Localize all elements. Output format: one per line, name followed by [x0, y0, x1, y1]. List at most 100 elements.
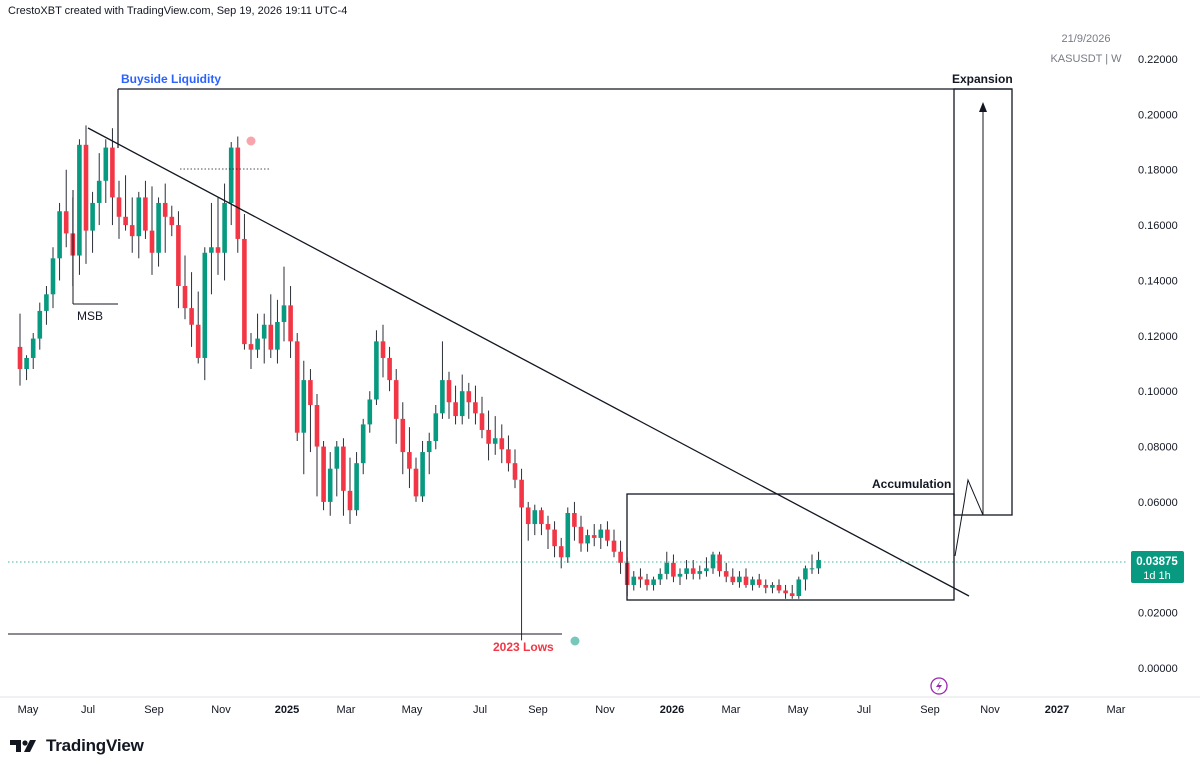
candle-body [222, 202, 227, 253]
lows-label[interactable]: 2023 Lows [493, 640, 554, 654]
candle [697, 565, 703, 580]
candle-body [605, 529, 610, 541]
candle-body [261, 324, 267, 339]
candle [63, 169, 69, 248]
buyside-liquidity-label[interactable]: Buyside Liquidity [121, 72, 221, 86]
candle [453, 385, 458, 425]
candle [103, 139, 109, 203]
candle [525, 501, 531, 541]
price-tick-label: 0.22000 [1138, 54, 1178, 66]
candle-body [235, 147, 241, 239]
tradingview-brand[interactable]: TradingView [10, 736, 144, 756]
price-tick-label: 0.14000 [1138, 275, 1178, 287]
candle-body [730, 576, 736, 583]
candle-body [499, 438, 505, 450]
tradingview-logo-icon [10, 740, 36, 752]
candle-body [308, 380, 313, 406]
candle-body [440, 380, 445, 414]
descending-trendline[interactable] [87, 127, 970, 597]
accumulation-label[interactable]: Accumulation [872, 477, 951, 491]
candle [677, 568, 683, 585]
candle-body [512, 463, 518, 480]
candle [341, 438, 346, 516]
candle [578, 515, 584, 552]
candle [803, 565, 808, 591]
candle-body [651, 579, 656, 585]
price-tick-label: 0.12000 [1138, 331, 1178, 343]
candle-body [525, 507, 531, 525]
candle-body [374, 341, 379, 400]
candle-body [63, 211, 69, 234]
candle-body [552, 529, 557, 547]
msb-label[interactable]: MSB [77, 309, 103, 323]
candle [519, 468, 524, 641]
candle-body [301, 380, 307, 433]
candle-body [413, 468, 419, 497]
projection-arrowhead [979, 102, 987, 112]
candle [294, 333, 300, 442]
candle [57, 202, 62, 281]
candle [110, 128, 115, 226]
price-axis[interactable]: 21/9/2026 KASUSDT | W 0.22000 0.20000 0.18… [1050, 33, 1184, 675]
time-tick-label: 2026 [660, 704, 684, 716]
candle-body [756, 579, 762, 585]
time-tick-label: Mar [337, 704, 356, 716]
candle [413, 457, 419, 502]
candle [176, 211, 181, 309]
brand-name: TradingView [46, 736, 144, 755]
candle-body [710, 554, 716, 569]
chart-canvas[interactable]: Buyside Liquidity MSB 2023 Lows Accumula… [0, 0, 1200, 730]
candle-body [578, 526, 584, 544]
candle [288, 285, 293, 358]
candle-body [717, 554, 722, 572]
candle-body [123, 216, 128, 226]
candle [44, 285, 49, 325]
candle [162, 183, 168, 253]
candle-body [611, 540, 617, 552]
candle-body [737, 576, 742, 583]
candle [664, 551, 670, 580]
candle [750, 576, 755, 591]
candle-body [143, 197, 148, 231]
candle-body [90, 202, 95, 231]
candle [308, 369, 313, 453]
lightning-event-icon[interactable] [930, 677, 948, 695]
candle [96, 153, 102, 226]
accumulation-box[interactable] [626, 493, 955, 601]
candle [499, 424, 505, 464]
candle-body [519, 479, 524, 508]
candle [796, 576, 802, 599]
candle-body [657, 573, 663, 580]
candle-body [228, 147, 234, 203]
candle-body [697, 571, 703, 574]
candle [486, 410, 491, 461]
candle [618, 540, 623, 574]
candle-body [750, 579, 755, 585]
candle-body [77, 144, 82, 256]
candle [459, 374, 465, 425]
expansion-label[interactable]: Expansion [952, 72, 1013, 86]
candle [763, 579, 769, 594]
candle [730, 568, 736, 585]
candle-body [446, 380, 452, 403]
candle [723, 562, 729, 583]
time-axis[interactable]: May Jul Sep Nov 2025 Mar May Jul Sep Nov 2026 Mar Ma… [0, 696, 1200, 716]
candle [209, 202, 214, 295]
candle-body [136, 197, 142, 237]
candle [756, 573, 762, 588]
projection-path[interactable] [954, 108, 984, 557]
candle-body [763, 584, 769, 588]
candle [195, 291, 201, 364]
candle [215, 197, 221, 275]
candle-body [803, 568, 808, 580]
candle [261, 313, 267, 364]
candle [228, 142, 234, 226]
candle [809, 554, 815, 574]
price-tick-label: 0.00000 [1138, 663, 1178, 675]
candle-body [459, 391, 465, 417]
candle [611, 529, 617, 558]
candle-body [129, 225, 135, 237]
candle [275, 299, 280, 364]
price-tick-label: 0.02000 [1138, 608, 1178, 620]
candle-body [770, 584, 775, 588]
